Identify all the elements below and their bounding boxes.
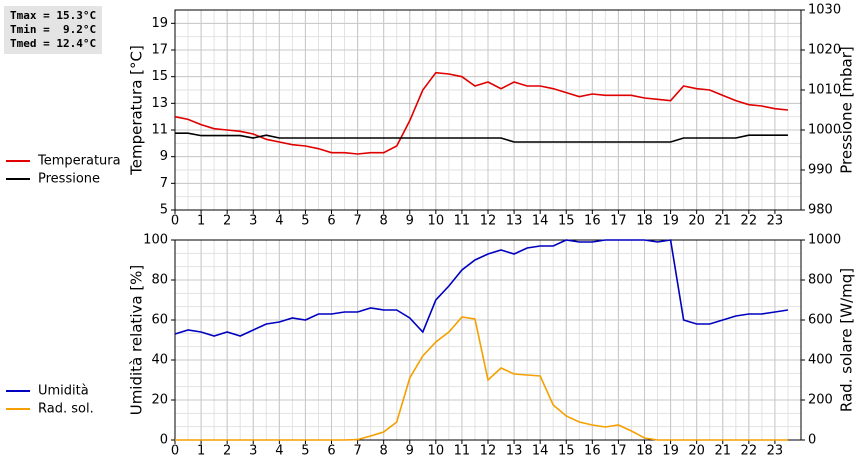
x-tick-label: 7	[353, 214, 361, 229]
x-tick-label: 1	[197, 444, 205, 459]
y-tick-label: 5	[160, 203, 168, 218]
y-tick-label: 80	[151, 273, 168, 288]
x-tick-label: 23	[767, 444, 784, 459]
x-tick-label: 3	[249, 214, 257, 229]
x-tick-label: 10	[428, 444, 445, 459]
x-tick-label: 18	[636, 214, 653, 229]
plot-frame	[174, 239, 802, 441]
x-tick-label: 17	[610, 444, 627, 459]
x-tick-label: 16	[584, 444, 601, 459]
x-tick-label: 22	[741, 444, 758, 459]
x-tick-label: 21	[714, 214, 731, 229]
x-tick-label: 11	[454, 214, 471, 229]
x-tick-label: 6	[327, 444, 335, 459]
x-tick-label: 11	[454, 444, 471, 459]
x-tick-label: 15	[558, 444, 575, 459]
y2-tick-label: 200	[808, 393, 833, 408]
x-tick-label: 22	[741, 214, 758, 229]
info-line: Tmax = 15.3°C	[10, 9, 97, 22]
x-tick-label: 14	[532, 214, 549, 229]
x-tick-label: 9	[406, 444, 414, 459]
x-tick-label: 19	[662, 214, 679, 229]
y2-tick-label: 980	[808, 203, 833, 218]
x-tick-label: 10	[428, 214, 445, 229]
x-tick-label: 1	[197, 214, 205, 229]
y-tick-label: 9	[160, 149, 168, 164]
x-tick-label: 2	[223, 444, 231, 459]
plot-frame	[174, 9, 802, 211]
y-tick-label: 15	[151, 69, 168, 84]
x-tick-label: 5	[301, 444, 309, 459]
y2-tick-label: 1000	[808, 233, 841, 248]
y2-tick-label: 1020	[808, 43, 841, 58]
y2-tick-label: 1000	[808, 123, 841, 138]
x-tick-label: 2	[223, 214, 231, 229]
x-tick-label: 0	[171, 444, 179, 459]
x-tick-label: 8	[380, 444, 388, 459]
x-tick-label: 3	[249, 444, 257, 459]
y-tick-label: 11	[151, 123, 168, 138]
series-line	[174, 71, 789, 155]
x-tick-label: 4	[275, 214, 283, 229]
y-axis-title: Temperatura [°C]	[128, 45, 146, 176]
y2-axis-title: Rad. solare [W/mq]	[838, 268, 856, 412]
x-tick-label: 5	[301, 214, 309, 229]
y-tick-label: 0	[160, 433, 168, 448]
y-tick-label: 19	[151, 16, 168, 31]
y2-tick-label: 400	[808, 353, 833, 368]
legend-label: Rad. sol.	[38, 402, 94, 417]
y-tick-label: 60	[151, 313, 168, 328]
x-tick-label: 13	[506, 214, 523, 229]
x-tick-label: 12	[480, 444, 497, 459]
legend-label: Pressione	[38, 172, 100, 187]
series-line	[174, 239, 789, 337]
x-tick-label: 19	[662, 444, 679, 459]
x-tick-label: 15	[558, 214, 575, 229]
y-tick-label: 40	[151, 353, 168, 368]
x-tick-label: 23	[767, 214, 784, 229]
y-tick-label: 100	[143, 233, 168, 248]
x-tick-label: 6	[327, 214, 335, 229]
info-line: Tmin = 9.2°C	[10, 23, 97, 36]
x-tick-label: 21	[714, 444, 731, 459]
x-tick-label: 17	[610, 214, 627, 229]
x-tick-label: 20	[688, 214, 705, 229]
y2-tick-label: 990	[808, 163, 833, 178]
x-tick-label: 8	[380, 214, 388, 229]
x-tick-label: 12	[480, 214, 497, 229]
x-tick-label: 16	[584, 214, 601, 229]
info-line: Tmed = 12.4°C	[10, 37, 97, 50]
x-tick-label: 14	[532, 444, 549, 459]
x-tick-label: 9	[406, 214, 414, 229]
y-tick-label: 20	[151, 393, 168, 408]
x-tick-label: 4	[275, 444, 283, 459]
y2-tick-label: 600	[808, 313, 833, 328]
y-tick-label: 7	[160, 176, 168, 191]
series-line	[175, 132, 788, 143]
x-tick-label: 0	[171, 214, 179, 229]
y2-axis-title: Pressione [mbar]	[838, 46, 856, 174]
x-tick-label: 20	[688, 444, 705, 459]
series-line	[175, 316, 788, 441]
y2-tick-label: 1010	[808, 83, 841, 98]
y-axis-title: Umidità relativa [%]	[128, 265, 146, 416]
info-box: Tmax = 15.3°C Tmin = 9.2°C Tmed = 12.4°C	[4, 6, 103, 54]
y-tick-label: 17	[151, 43, 168, 58]
x-tick-label: 18	[636, 444, 653, 459]
legend-label: Umidità	[38, 384, 89, 399]
y2-tick-label: 0	[808, 433, 816, 448]
y2-tick-label: 800	[808, 273, 833, 288]
y2-tick-label: 1030	[808, 3, 841, 18]
x-tick-label: 7	[353, 444, 361, 459]
x-tick-label: 13	[506, 444, 523, 459]
legend-label: Temperatura	[37, 154, 121, 169]
y-tick-label: 13	[151, 96, 168, 111]
